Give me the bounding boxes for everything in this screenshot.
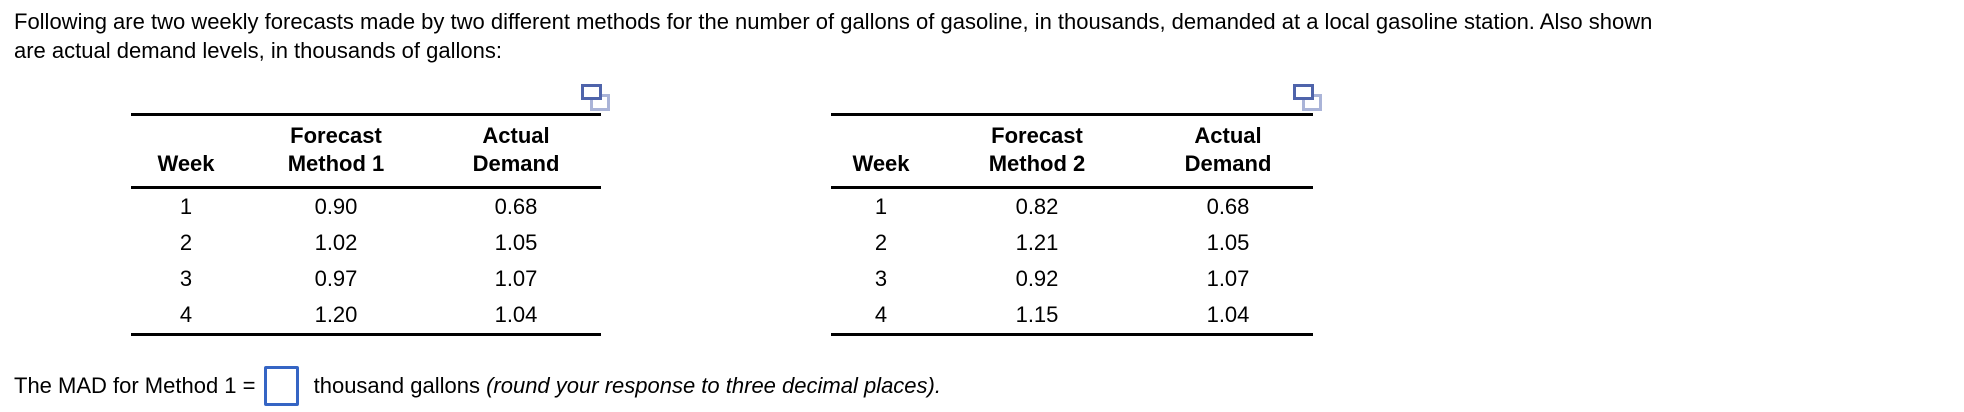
- cell-forecast: 1.21: [1015, 230, 1059, 255]
- mad-question-rounding-note: (round your response to three decimal pl…: [486, 373, 941, 398]
- cell-actual: 1.05: [494, 230, 538, 255]
- table-row: 2 1.02 1.05: [131, 225, 601, 261]
- cell-forecast: 0.82: [1015, 194, 1059, 219]
- column-header-forecast-method-1: Forecast Method 1: [241, 114, 431, 189]
- column-header-week: Week: [831, 114, 931, 189]
- column-header-week: Week: [131, 114, 241, 189]
- table-row: 2 1.21 1.05: [831, 225, 1313, 261]
- cell-actual: 0.68: [1206, 194, 1250, 219]
- problem-statement: Following are two weekly forecasts made …: [14, 7, 1652, 65]
- data-table: Week Forecast Method 2 Actual Demand 1 0…: [831, 113, 1313, 336]
- cell-actual: 1.07: [1206, 266, 1250, 291]
- cell-actual: 1.05: [1206, 230, 1250, 255]
- cell-week: 1: [179, 194, 193, 219]
- table-row: 4 1.15 1.04: [831, 297, 1313, 335]
- cell-week: 4: [874, 302, 888, 327]
- cell-forecast: 0.90: [314, 194, 358, 219]
- column-header-actual-demand: Actual Demand: [431, 114, 601, 189]
- popup-table-icon[interactable]: [581, 84, 610, 111]
- table-row: 3 0.92 1.07: [831, 261, 1313, 297]
- table-row: 1 0.82 0.68: [831, 188, 1313, 226]
- cell-forecast: 0.92: [1015, 266, 1059, 291]
- cell-week: 2: [179, 230, 193, 255]
- cell-forecast: 1.15: [1015, 302, 1059, 327]
- mad-question-prefix: The MAD for Method 1 =: [14, 373, 256, 398]
- cell-actual: 1.04: [494, 302, 538, 327]
- popup-icon-front-rect: [581, 84, 602, 100]
- problem-statement-line2: are actual demand levels, in thousands o…: [14, 38, 502, 63]
- cell-week: 4: [179, 302, 193, 327]
- table-row: 3 0.97 1.07: [131, 261, 601, 297]
- cell-week: 3: [874, 266, 888, 291]
- popup-table-icon[interactable]: [1293, 84, 1322, 111]
- cell-forecast: 0.97: [314, 266, 358, 291]
- column-header-actual-demand: Actual Demand: [1143, 114, 1313, 189]
- forecast-table-method-2: Week Forecast Method 2 Actual Demand 1 0…: [831, 84, 1322, 336]
- cell-week: 1: [874, 194, 888, 219]
- problem-statement-line1: Following are two weekly forecasts made …: [14, 9, 1653, 34]
- data-table: Week Forecast Method 1 Actual Demand 1 0…: [131, 113, 601, 336]
- table-row: 4 1.20 1.04: [131, 297, 601, 335]
- header-row: Week Forecast Method 1 Actual Demand: [131, 114, 601, 189]
- cell-forecast: 1.20: [314, 302, 358, 327]
- popup-icon-front-rect: [1293, 84, 1314, 100]
- column-header-forecast-method-2: Forecast Method 2: [931, 114, 1143, 189]
- mad-answer-input[interactable]: [263, 366, 299, 406]
- mad-question-line: The MAD for Method 1 = thousand gallons …: [14, 364, 941, 408]
- cell-week: 3: [179, 266, 193, 291]
- mad-question-suffix: thousand gallons: [307, 373, 487, 398]
- cell-actual: 1.07: [494, 266, 538, 291]
- cell-week: 2: [874, 230, 888, 255]
- forecast-table-method-1: Week Forecast Method 1 Actual Demand 1 0…: [131, 84, 610, 336]
- header-row: Week Forecast Method 2 Actual Demand: [831, 114, 1313, 189]
- cell-forecast: 1.02: [314, 230, 358, 255]
- cell-actual: 0.68: [494, 194, 538, 219]
- cell-actual: 1.04: [1206, 302, 1250, 327]
- table-row: 1 0.90 0.68: [131, 188, 601, 226]
